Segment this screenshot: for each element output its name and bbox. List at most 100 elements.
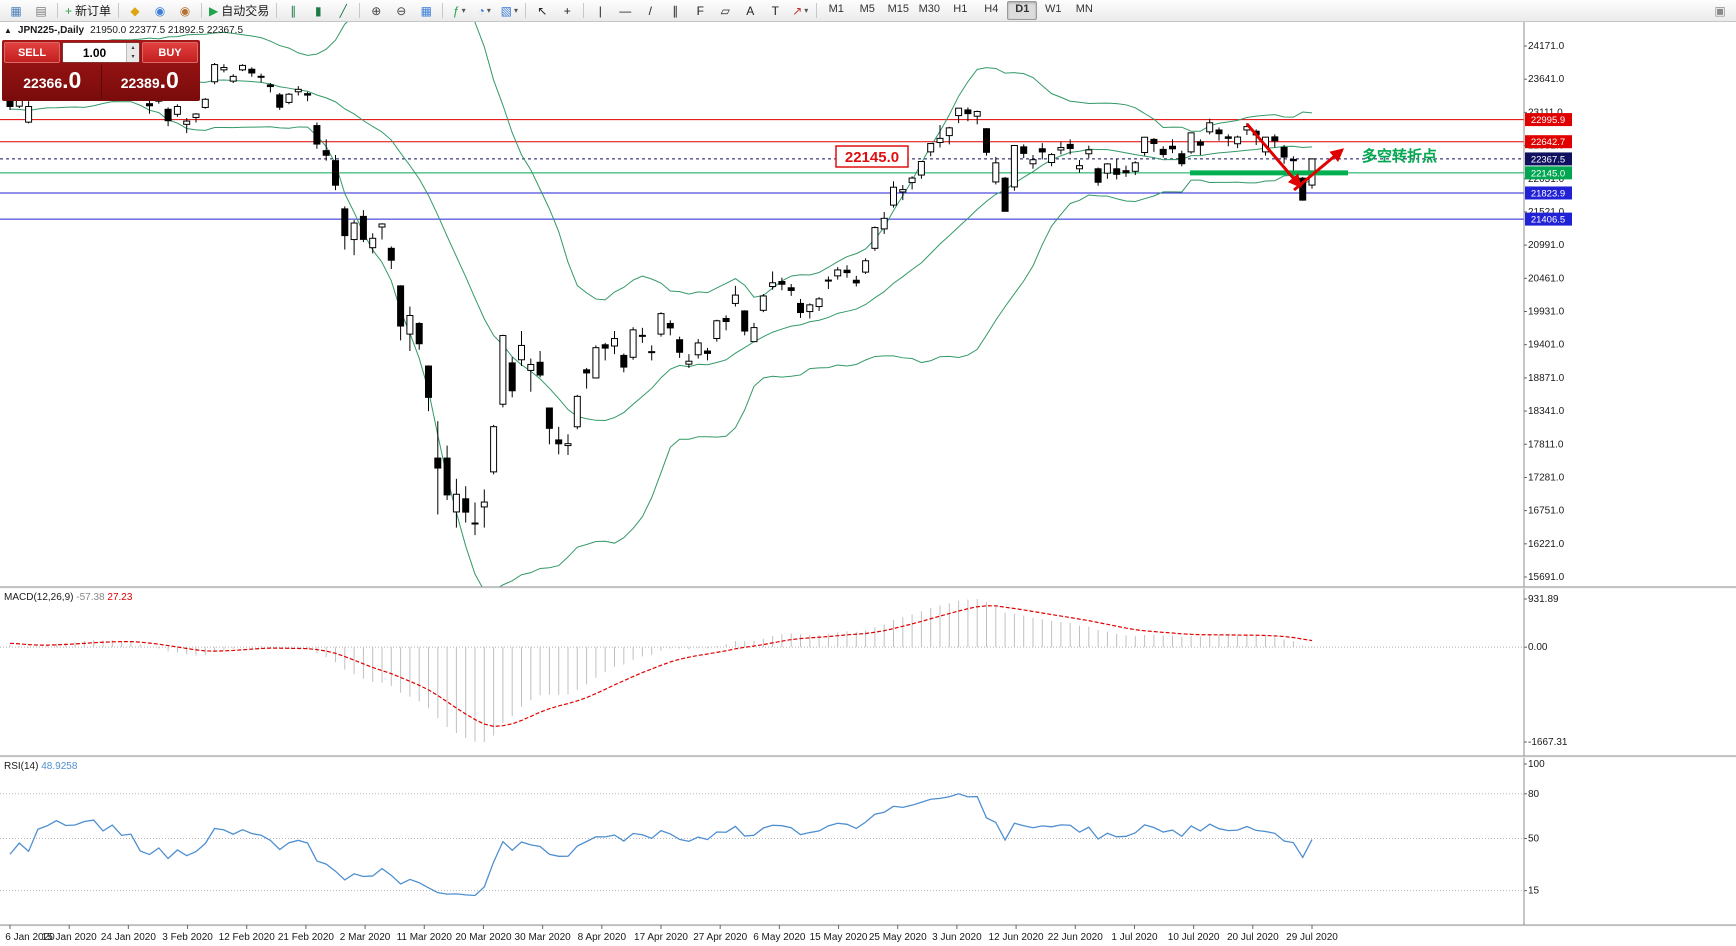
chart-symbol-line: ▲ JPN225-,Daily 21950.0 22377.5 21892.5 … xyxy=(4,25,243,36)
market-watch-icon[interactable]: ◉ xyxy=(148,1,172,21)
svg-text:80: 80 xyxy=(1528,789,1540,800)
svg-text:21521.0: 21521.0 xyxy=(1528,207,1565,218)
periods-icon[interactable]: ◔ ▾ xyxy=(472,1,496,21)
svg-text:12 Feb 2020: 12 Feb 2020 xyxy=(219,932,276,943)
timeframe-m1[interactable]: M1 xyxy=(828,3,844,15)
autotrading-button: ▶ xyxy=(209,3,219,18)
fibonacci-icon: F xyxy=(696,3,704,18)
new-chart-icon: ▦ xyxy=(10,3,22,18)
svg-text:3 Jun 2020: 3 Jun 2020 xyxy=(932,932,982,943)
line-chart-icon[interactable]: ╱ xyxy=(331,1,355,21)
bollinger-middle xyxy=(9,70,1313,422)
volume-input[interactable] xyxy=(63,43,126,62)
timeframe-mn[interactable]: MN xyxy=(1075,3,1093,15)
buy-price[interactable]: 22389.0 xyxy=(102,65,199,99)
buy-button[interactable]: BUY xyxy=(142,42,198,63)
zoom-in-icon[interactable]: ⊕ xyxy=(364,1,388,21)
label-icon[interactable]: T xyxy=(763,1,787,21)
timeframe-m15[interactable]: M15 xyxy=(887,3,909,15)
shapes-icon: ▱ xyxy=(720,3,730,18)
arrows-icon[interactable]: ↗ ▾ xyxy=(788,1,812,21)
new-order-button[interactable]: + 新订单 xyxy=(62,1,114,21)
new-chart-icon[interactable]: ▦ xyxy=(4,1,28,21)
bar-chart-icon: ∥ xyxy=(290,3,297,18)
axis-price-label-22367.5 xyxy=(1525,152,1572,166)
channel-icon: ∥ xyxy=(672,3,679,18)
metaeditor-icon[interactable]: ◆ xyxy=(123,1,147,21)
crosshair-icon[interactable]: + xyxy=(555,1,579,21)
shapes-icon[interactable]: ▱ xyxy=(713,1,737,21)
zoom-out-icon[interactable]: ⊖ xyxy=(389,1,413,21)
symbol-ohlc: 21950.0 22377.5 21892.5 22367.5 xyxy=(90,25,244,36)
price-axis[interactable]: 24171.023641.023111.022581.022051.021521… xyxy=(1523,22,1572,925)
axis-price-label-22145.0 xyxy=(1525,166,1572,180)
trendline-icon[interactable]: / xyxy=(638,1,662,21)
timeframe-d1[interactable]: D1 xyxy=(1007,1,1038,20)
timeframe-h4[interactable]: H4 xyxy=(984,3,999,15)
macd-signal-line xyxy=(9,605,1313,727)
templates-icon[interactable]: ▧ ▾ xyxy=(497,1,521,21)
sell-price-main: 22366 xyxy=(23,75,63,91)
data-window-icon[interactable]: ◉ xyxy=(173,1,197,21)
candles-layer xyxy=(6,49,1316,536)
trend-arrow-1[interactable] xyxy=(1245,123,1302,189)
screenshot-icon[interactable]: ▣ xyxy=(1708,1,1732,21)
bar-chart-icon[interactable]: ∥ xyxy=(281,1,305,21)
channel-icon[interactable]: ∥ xyxy=(663,1,687,21)
zoom-out-icon: ⊖ xyxy=(396,3,407,18)
fibonacci-icon[interactable]: F xyxy=(688,1,712,21)
main-chart-panel[interactable]: 22145.0 多空转折点 xyxy=(0,0,1524,591)
svg-text:50: 50 xyxy=(1528,834,1540,845)
chevron-down-icon: ▾ xyxy=(513,5,518,15)
bollinger-upper xyxy=(9,22,1313,301)
tile-windows-icon[interactable]: ▦ xyxy=(414,1,438,21)
volume-down-button[interactable]: ▾ xyxy=(127,52,139,62)
svg-text:15691.0: 15691.0 xyxy=(1528,572,1565,583)
macd-panel[interactable]: MACD(12,26,9) -57.38 27.23 931.89 0.00 -166… xyxy=(0,592,1568,748)
metaeditor-icon: ◆ xyxy=(130,3,140,18)
panel-collapse-icon[interactable]: ▲ xyxy=(4,26,12,35)
sell-button[interactable]: SELL xyxy=(4,42,60,63)
svg-text:24171.0: 24171.0 xyxy=(1528,41,1565,52)
timeframe-m30[interactable]: M30 xyxy=(918,3,940,15)
svg-text:16751.0: 16751.0 xyxy=(1528,506,1565,517)
timeframe-w1[interactable]: W1 xyxy=(1045,3,1062,15)
price-annotation-text[interactable]: 22145.0 xyxy=(845,149,899,166)
zoom-in-icon: ⊕ xyxy=(371,3,382,18)
timeframe-h1[interactable]: H1 xyxy=(953,3,968,15)
candlestick-icon[interactable]: ▮ xyxy=(306,1,330,21)
indicators-icon[interactable]: ƒ ▾ xyxy=(447,1,471,21)
buy-price-big: .0 xyxy=(159,67,179,93)
price-annotation-box[interactable] xyxy=(835,145,909,168)
svg-text:1 Jul 2020: 1 Jul 2020 xyxy=(1111,932,1158,943)
volume-up-button[interactable]: ▴ xyxy=(127,43,139,53)
autotrading-button[interactable]: ▶ 自动交易 xyxy=(206,1,272,21)
text-icon[interactable]: A xyxy=(738,1,762,21)
svg-text:3 Feb 2020: 3 Feb 2020 xyxy=(162,932,213,943)
bollinger-lower xyxy=(9,101,1313,587)
sell-price[interactable]: 22366.0 xyxy=(4,65,102,99)
trend-arrow-2[interactable] xyxy=(1293,148,1345,192)
axis-price-label-22642.7 xyxy=(1525,135,1572,149)
volume-stepper: ▴ ▾ xyxy=(126,43,139,62)
horizontal-line-icon[interactable]: — xyxy=(613,1,637,21)
timeframe-m5[interactable]: M5 xyxy=(859,3,875,15)
trade-panel-controls: SELL ▴ ▾ BUY xyxy=(4,42,198,63)
svg-text:21823.9: 21823.9 xyxy=(1531,188,1565,199)
templates-icon: ▧ xyxy=(500,3,512,18)
annotations-layer[interactable]: 22145.0 多空转折点 xyxy=(835,123,1437,192)
svg-text:931.89: 931.89 xyxy=(1528,594,1559,605)
profiles-icon[interactable]: ▤ xyxy=(29,1,53,21)
chevron-down-icon: ▾ xyxy=(486,5,491,15)
periods-icon: ◔ xyxy=(477,3,485,18)
vertical-line-icon: | xyxy=(598,3,602,18)
vertical-line-icon[interactable]: | xyxy=(588,1,612,21)
turning-point-annotation[interactable]: 多空转折点 xyxy=(1362,147,1437,165)
rsi-panel[interactable]: 100 80 50 15 RSI(14) 48.9258 xyxy=(0,759,1545,897)
svg-text:22367.5: 22367.5 xyxy=(1531,154,1565,165)
market-watch-icon: ◉ xyxy=(154,3,166,18)
svg-text:22145.0: 22145.0 xyxy=(1531,168,1565,179)
cursor-icon[interactable]: ↖ xyxy=(530,1,554,21)
